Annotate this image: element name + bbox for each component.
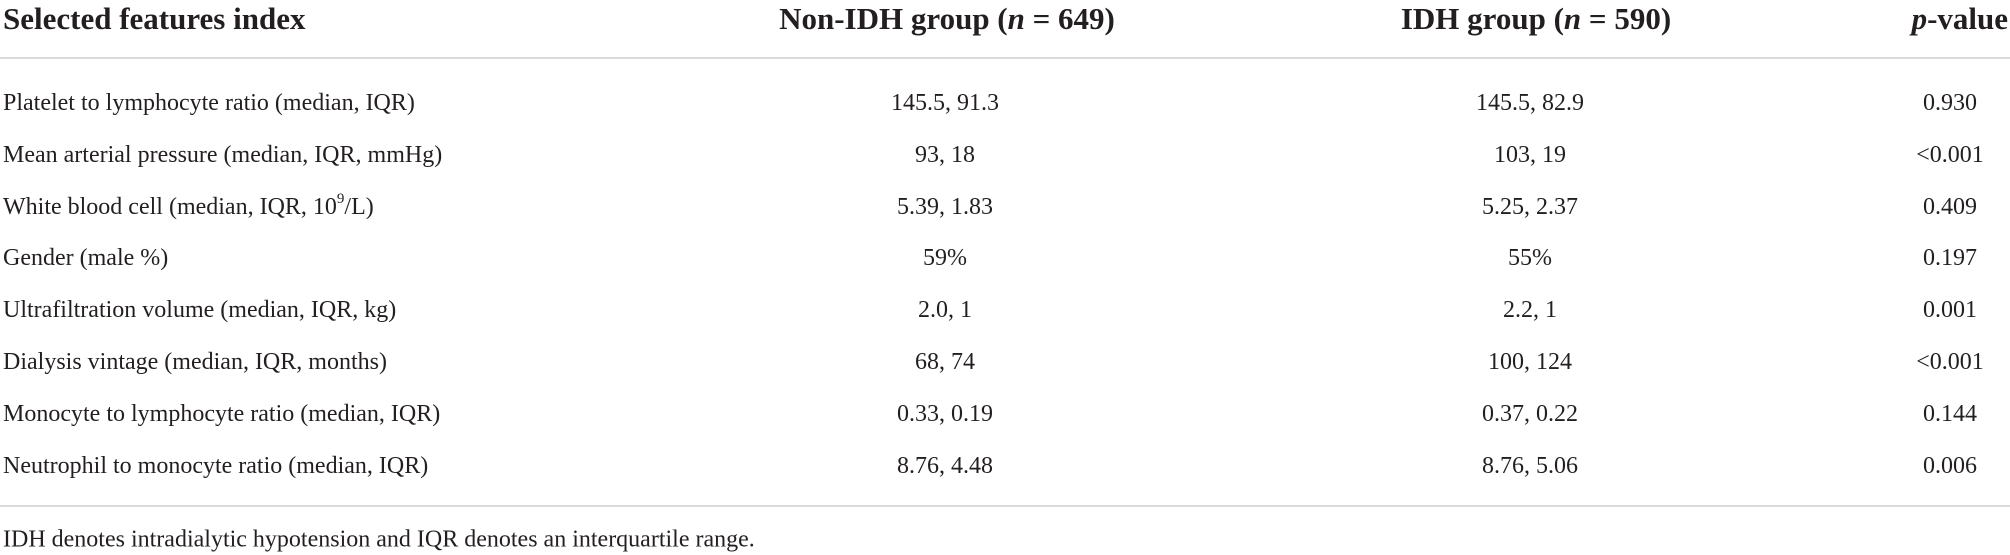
table-cell: Ultrafiltration volume (median, IQR, kg) [3,295,396,325]
table-cell: Gender (male %) [3,243,168,273]
cell-text: White blood cell (median, IQR, 10 [3,193,337,220]
header-cell: IDH group (n = 590) [1401,1,1671,37]
table-cell: 103, 19 [1494,141,1566,168]
header-text: IDH group ( [1400,1,1564,36]
table-cell: 68, 74 [915,349,975,375]
table-cell: 0.006 [1923,452,1977,479]
table-cell: 8.76, 4.48 [897,452,993,479]
header-text: Selected features index [3,1,306,36]
table-cell: 0.197 [1923,245,1977,272]
header-text: n [1563,1,1582,36]
table-cell: 145.5, 91.3 [891,90,999,116]
header-text: n [1007,1,1025,36]
table-cell: Mean arterial pressure (median, IQR, mmH… [3,140,442,170]
table-cell: 2.2, 1 [1503,297,1557,324]
header-text: p [1911,1,1928,36]
table-cell: Monocyte to lymphocyte ratio (median, IQ… [3,399,440,429]
cell-text: Mean arterial pressure (median, IQR, mmH… [3,141,443,168]
cell-text: Platelet to lymphocyte ratio (median, IQ… [3,90,415,116]
table-cell: Neutrophil to monocyte ratio (median, IQ… [3,451,428,481]
cell-text: Monocyte to lymphocyte ratio (median, IQ… [3,400,441,427]
table-cell: <0.001 [1916,141,1984,168]
cell-text: Dialysis vintage (median, IQR, months) [3,349,387,375]
footnote: IDH denotes intradialytic hypotension an… [3,526,755,553]
header-text: = 649) [1024,1,1115,36]
table-cell: White blood cell (median, IQR, 109/L) [3,190,374,222]
table-cell: 145.5, 82.9 [1476,90,1584,116]
table-cell: 0.33, 0.19 [897,400,993,427]
header-text: -value [1927,1,2008,36]
table-cell: 8.76, 5.06 [1482,452,1578,479]
cell-text: Gender (male %) [3,245,169,272]
table-cell: 5.39, 1.83 [897,193,993,220]
cell-text: Ultrafiltration volume (median, IQR, kg) [3,297,397,324]
header-text: = 590) [1581,1,1672,36]
table-cell: 0.409 [1923,193,1977,220]
table-cell: 5.25, 2.37 [1482,193,1578,220]
header-text: Non-IDH group ( [779,1,1008,36]
table-cell: 59% [923,245,967,272]
table-cell: 2.0, 1 [918,297,972,324]
bottom-rule [0,505,2010,507]
table-cell: 55% [1508,245,1552,272]
header-rule [0,57,2010,59]
header-cell: Non-IDH group (n = 649) [779,1,1115,37]
table-cell: 0.930 [1923,90,1977,116]
table-cell: 100, 124 [1488,349,1572,375]
cell-text: Neutrophil to monocyte ratio (median, IQ… [3,452,429,479]
header-cell: p-value [1912,1,2008,37]
table-cell: 0.001 [1923,297,1977,324]
table-cell: Platelet to lymphocyte ratio (median, IQ… [3,88,415,118]
table-cell: 93, 18 [915,141,975,168]
table-cell: <0.001 [1916,349,1984,375]
table-cell: 0.144 [1923,400,1977,427]
table-cell: 0.37, 0.22 [1482,400,1578,427]
superscript: 9 [336,190,345,207]
header-cell: Selected features index [3,1,305,37]
cell-text: /L) [344,193,374,220]
table-cell: Dialysis vintage (median, IQR, months) [3,347,387,377]
